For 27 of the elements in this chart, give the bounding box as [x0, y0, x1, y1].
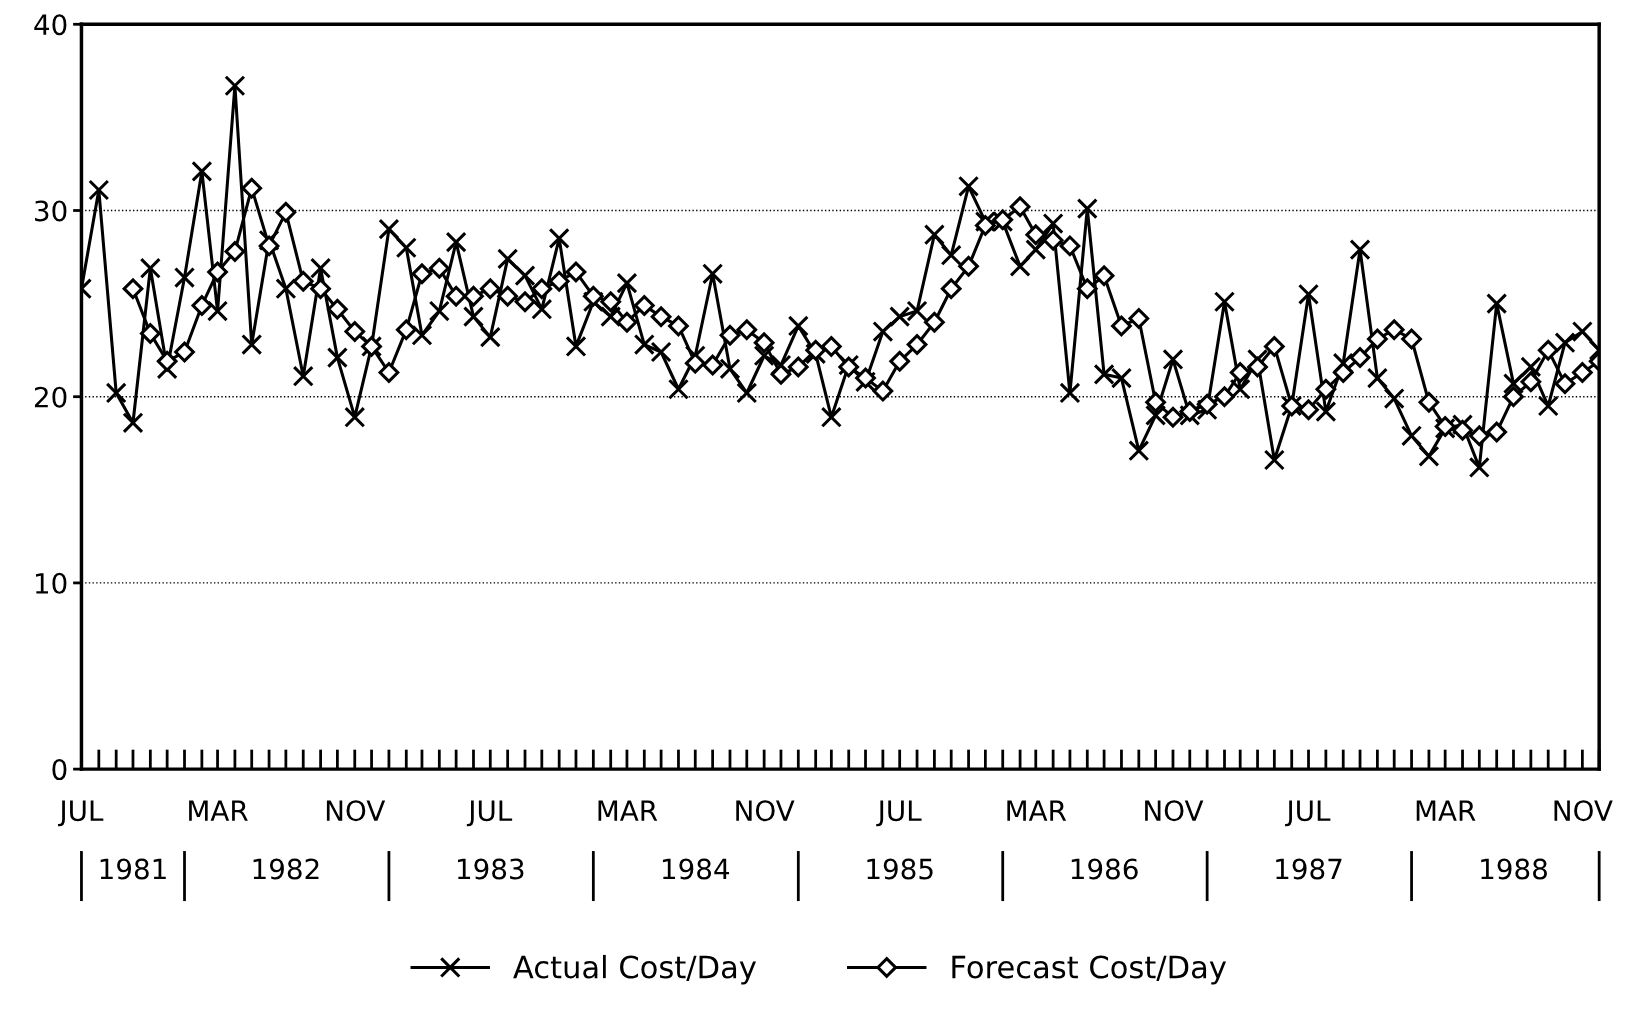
- x2-tick-label: 1982: [253, 858, 319, 880]
- x-tick-label: NOV: [1145, 800, 1204, 822]
- x-tick-label: NOV: [736, 800, 795, 822]
- x-tick-label: JUL: [466, 800, 513, 827]
- y-tick-label: 40: [34, 14, 67, 36]
- x-tick-label: NOV: [326, 800, 386, 822]
- x2-tick-label: 1984: [662, 858, 730, 880]
- x-tick-label: JUL: [876, 800, 922, 827]
- x2-tick-label: 1983: [457, 858, 524, 880]
- x2-tick-label: 1981: [100, 858, 166, 880]
- x-tick-label: JUL: [1285, 800, 1331, 827]
- x-tick-label: MAR: [189, 800, 248, 821]
- legend-label: Actual Cost/Day: [513, 954, 756, 985]
- x2-tick-label: 1985: [867, 858, 933, 880]
- x2-tick-label: 1988: [1481, 858, 1547, 880]
- y-tick-label: 10: [35, 572, 67, 594]
- y-tick-label: 20: [34, 386, 67, 408]
- x-tick-label: MAR: [1007, 800, 1067, 821]
- x-tick-label: JUL: [58, 800, 104, 827]
- x-tick-label: MAR: [598, 800, 658, 821]
- y-tick-label: 0: [52, 759, 67, 781]
- x-tick-label: MAR: [1416, 800, 1476, 821]
- x2-tick-label: 1987: [1276, 858, 1342, 880]
- x2-tick-label: 1986: [1071, 858, 1138, 880]
- x-tick-label: NOV: [1554, 800, 1613, 822]
- legend-label: Forecast Cost/Day: [952, 955, 1227, 985]
- y-tick-label: 30: [35, 200, 67, 222]
